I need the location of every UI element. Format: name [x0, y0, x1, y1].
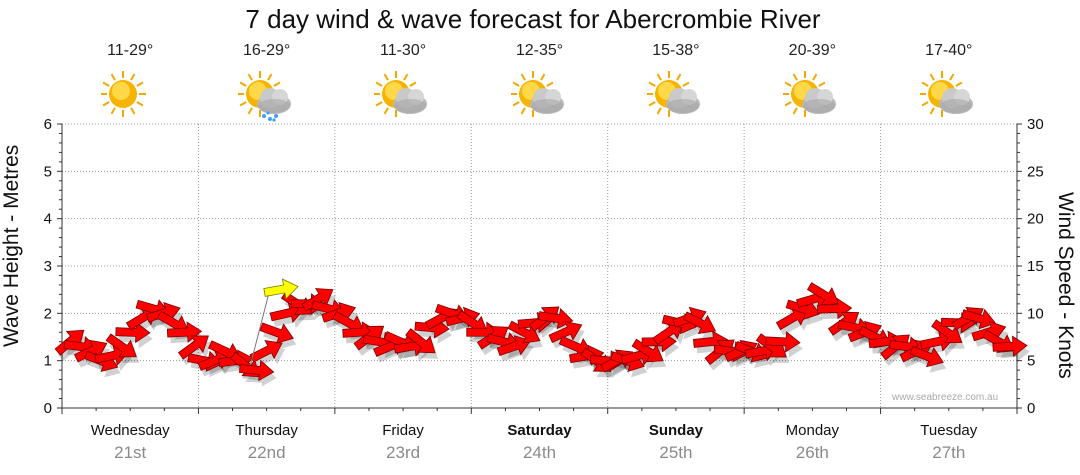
y-tick-label-right: 10: [1027, 305, 1044, 322]
x-axis-day-date: 22nd: [247, 443, 286, 462]
day-temperature-range: 12-35°: [515, 42, 564, 59]
site-credit[interactable]: www.seabreeze.com.au: [892, 392, 999, 403]
y-tick-label-right: 0: [1027, 400, 1035, 417]
chart-title: 7 day wind & wave forecast for Abercromb…: [245, 4, 821, 34]
x-axis-day-date: 24th: [522, 443, 557, 462]
wind-arrow: [682, 311, 717, 335]
wind-arrow: [765, 331, 801, 353]
x-axis-day-name: Sunday: [648, 422, 704, 439]
y-tick-label-left: 2: [44, 305, 52, 322]
day-temperature-range: 16-29°: [242, 42, 291, 59]
wind-arrow: [259, 322, 294, 344]
wind-arrow: [115, 321, 151, 344]
wind-arrow: [538, 307, 574, 330]
axes: 0 01 52 103 154 205 256 30: [44, 116, 1044, 417]
y-tick-label-right: 5: [1027, 353, 1035, 370]
y-tick-label-right: 25: [1027, 163, 1044, 180]
wind-arrow: [249, 339, 283, 363]
gust-arrow: [263, 278, 299, 300]
partly-cloudy-icon: [918, 70, 978, 122]
x-axis-day-date: 23rd: [386, 443, 421, 462]
partly-cloudy-icon: [645, 70, 705, 122]
wind-arrow: [177, 335, 209, 360]
y-tick-label-right: 20: [1027, 211, 1044, 228]
day-temperature-range: 17-40°: [925, 42, 973, 59]
x-axis-day-name: Monday: [785, 422, 840, 439]
gust-stem: [249, 295, 269, 366]
x-axis-day-date: 27th: [932, 443, 966, 462]
y-axis-label-left: Wave Height - Metres: [0, 144, 23, 347]
wind-arrow: [105, 333, 137, 358]
x-axis-day-date: 21st: [114, 443, 147, 462]
x-axis-day-name: Thursday: [235, 422, 298, 439]
x-axis-day-name: Saturday: [507, 422, 572, 439]
x-axis-day-name: Tuesday: [920, 422, 978, 439]
wind-arrow: [405, 328, 436, 354]
wind-arrow: [496, 335, 532, 356]
wind-arrow: [961, 308, 997, 330]
wind-arrow: [238, 359, 275, 382]
y-tick-label-left: 1: [44, 353, 52, 370]
sun-cloud-rain-icon: [236, 70, 296, 122]
y-axis-label-right: Wind Speed - Knots: [1054, 192, 1077, 379]
y-tick-label-left: 0: [44, 400, 52, 417]
x-axis-day-name: Friday: [382, 422, 424, 439]
wind-arrow: [548, 320, 583, 343]
y-tick-label-left: 3: [44, 258, 52, 275]
y-tick-label-left: 4: [44, 211, 52, 228]
wind-arrows: [54, 278, 1028, 382]
partly-cloudy-icon: [373, 70, 432, 122]
wind-arrow: [631, 338, 664, 363]
grid: [62, 123, 1017, 408]
day-temperature-range: 15-38°: [652, 42, 700, 59]
partly-cloudy-icon: [782, 70, 841, 122]
y-tick-label-left: 6: [44, 116, 52, 133]
x-axis-day-date: 25th: [659, 443, 693, 462]
partly-cloudy-icon: [509, 70, 569, 122]
y-tick-label-right: 15: [1027, 258, 1044, 275]
day-temperature-range: 11-29°: [107, 42, 154, 59]
day-temperature-range: 20-39°: [788, 42, 836, 59]
wind-arrow: [931, 319, 963, 344]
y-tick-label-left: 5: [44, 163, 52, 180]
x-axis-day-name: Wednesday: [90, 422, 170, 439]
day-temperature-range: 11-30°: [379, 42, 427, 59]
wind-arrow: [301, 288, 334, 312]
wind-arrow: [909, 345, 944, 368]
x-axis-day-date: 26th: [795, 443, 829, 462]
y-tick-label-right: 30: [1027, 116, 1044, 133]
sunny-icon: [100, 70, 159, 122]
wind-arrow: [992, 335, 1028, 358]
